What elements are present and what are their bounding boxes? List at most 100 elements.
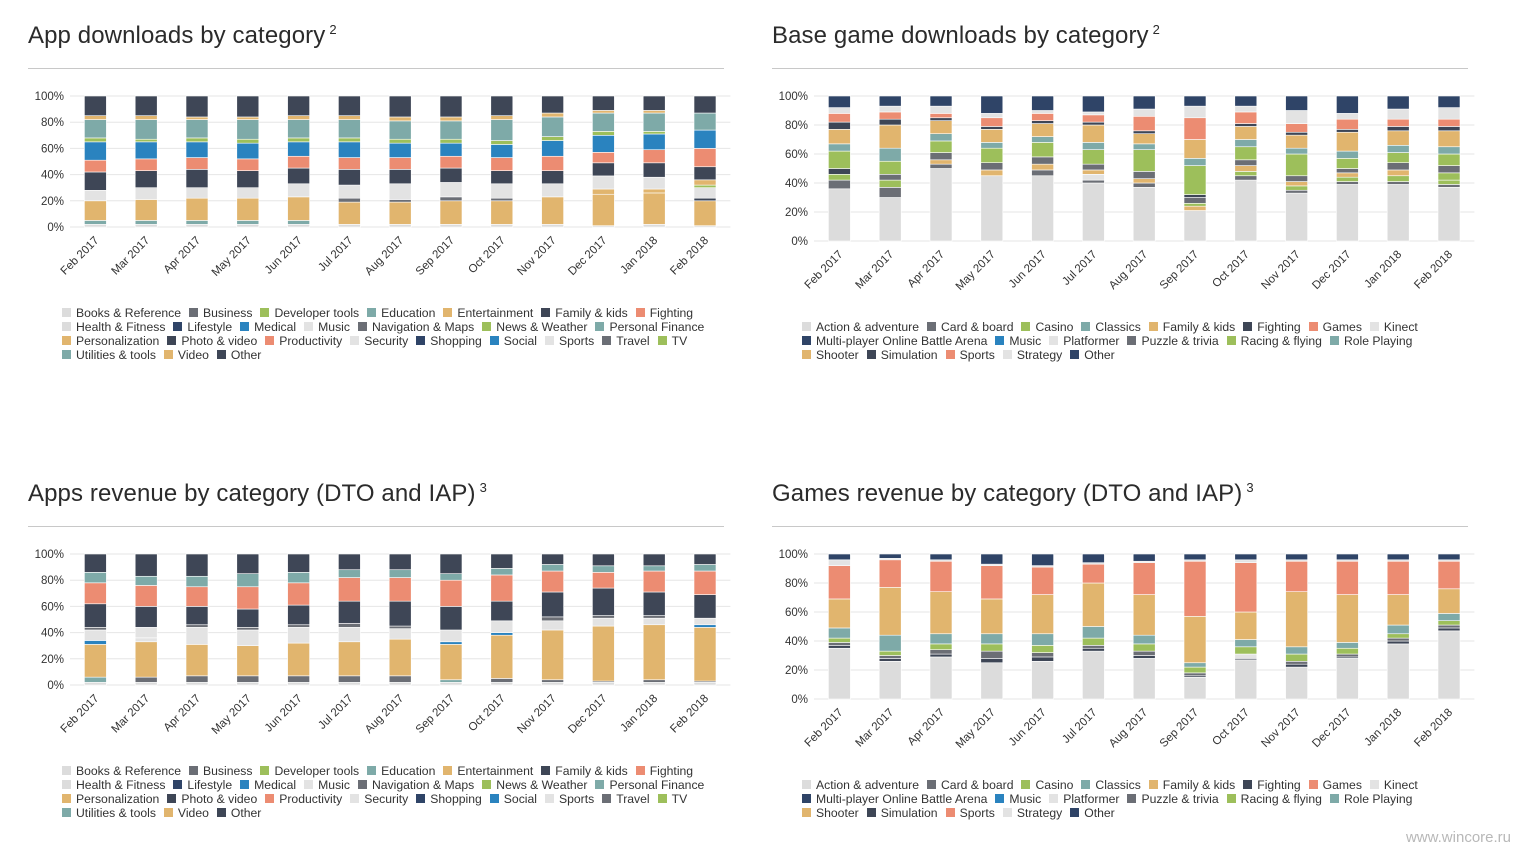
legend-item[interactable]: Sports xyxy=(945,806,995,820)
bar-oct-2017[interactable] xyxy=(490,553,514,686)
legend-item[interactable]: Strategy xyxy=(1002,806,1062,820)
bar-apr-2017[interactable] xyxy=(185,553,209,686)
bar-aug-2017[interactable] xyxy=(388,95,412,228)
bar-dec-2017[interactable] xyxy=(1336,553,1359,700)
legend-item[interactable]: Shooter xyxy=(802,806,859,820)
legend-item[interactable]: News & Weather xyxy=(482,320,587,334)
legend-item[interactable]: Music xyxy=(304,778,350,792)
bar-jun-2017[interactable] xyxy=(287,95,310,228)
bar-jul-2017[interactable] xyxy=(1082,553,1105,700)
legend-item[interactable]: Health & Fitness xyxy=(62,778,165,792)
bar-oct-2017[interactable] xyxy=(1234,95,1258,242)
legend-item[interactable]: Racing & flying xyxy=(1226,334,1322,348)
bar-mar-2017[interactable] xyxy=(878,553,902,700)
bar-jun-2017[interactable] xyxy=(1031,95,1054,242)
legend-item[interactable]: Navigation & Maps xyxy=(357,778,474,792)
legend-item[interactable]: Music xyxy=(995,334,1041,348)
bar-feb-2018[interactable] xyxy=(1437,553,1461,700)
bar-jul-2017[interactable] xyxy=(1082,95,1105,242)
bar-feb-2017[interactable] xyxy=(84,553,107,686)
legend-item[interactable]: Personalization xyxy=(62,334,159,348)
bar-feb-2017[interactable] xyxy=(828,95,851,242)
legend-item[interactable]: Casino xyxy=(1021,320,1073,334)
legend-item[interactable]: Navigation & Maps xyxy=(357,320,474,334)
legend-item[interactable]: Action & adventure xyxy=(802,320,919,334)
legend-item[interactable]: Shopping xyxy=(416,334,482,348)
legend-item[interactable]: Lifestyle xyxy=(173,320,232,334)
bar-may-2017[interactable] xyxy=(236,553,260,686)
legend-item[interactable]: Social xyxy=(489,334,537,348)
legend-item[interactable]: Kinect xyxy=(1369,778,1418,792)
bar-feb-2018[interactable] xyxy=(693,553,717,686)
legend-item[interactable]: Travel xyxy=(602,334,650,348)
bar-feb-2018[interactable] xyxy=(1437,95,1461,242)
bar-jul-2017[interactable] xyxy=(338,553,361,686)
legend-item[interactable]: Family & kids xyxy=(1148,320,1235,334)
legend-item[interactable]: Family & kids xyxy=(541,764,628,778)
legend-item[interactable]: Platformer xyxy=(1049,792,1119,806)
legend-item[interactable]: Other xyxy=(1070,806,1115,820)
bar-jun-2017[interactable] xyxy=(1031,553,1054,700)
legend-item[interactable]: Puzzle & trivia xyxy=(1127,792,1219,806)
legend-item[interactable]: Other xyxy=(216,348,261,362)
bar-nov-2017[interactable] xyxy=(541,95,564,228)
legend-item[interactable]: Sports xyxy=(544,334,594,348)
legend-item[interactable]: Books & Reference xyxy=(62,764,181,778)
bar-nov-2017[interactable] xyxy=(541,553,564,686)
legend-item[interactable]: Role Playing xyxy=(1329,334,1412,348)
legend-item[interactable]: Music xyxy=(995,792,1041,806)
legend-item[interactable]: Multi-player Online Battle Arena xyxy=(802,792,987,806)
legend-item[interactable]: Developer tools xyxy=(260,306,359,320)
legend-item[interactable]: Education xyxy=(367,306,435,320)
legend-item[interactable]: Other xyxy=(216,806,261,820)
legend-item[interactable]: Education xyxy=(367,764,435,778)
bar-feb-2018[interactable] xyxy=(693,95,717,228)
bar-aug-2017[interactable] xyxy=(1132,553,1156,700)
legend-item[interactable]: Medical xyxy=(240,778,296,792)
bar-mar-2017[interactable] xyxy=(134,95,158,228)
bar-mar-2017[interactable] xyxy=(134,553,158,686)
legend-item[interactable]: Card & board xyxy=(926,320,1013,334)
legend-item[interactable]: Card & board xyxy=(926,778,1013,792)
legend-item[interactable]: Multi-player Online Battle Arena xyxy=(802,334,987,348)
bar-jul-2017[interactable] xyxy=(338,95,361,228)
bar-sep-2017[interactable] xyxy=(439,95,463,228)
bar-may-2017[interactable] xyxy=(980,553,1004,700)
legend-item[interactable]: Platformer xyxy=(1049,334,1119,348)
legend-item[interactable]: Fighting xyxy=(635,306,693,320)
bar-jan-2018[interactable] xyxy=(642,95,666,228)
bar-apr-2017[interactable] xyxy=(929,95,953,242)
legend-item[interactable]: Video xyxy=(163,806,209,820)
legend-item[interactable]: Racing & flying xyxy=(1226,792,1322,806)
bar-feb-2017[interactable] xyxy=(84,95,107,228)
bar-may-2017[interactable] xyxy=(236,95,260,228)
legend-item[interactable]: Other xyxy=(1070,348,1115,362)
legend-item[interactable]: Business xyxy=(189,306,252,320)
legend-item[interactable]: Action & adventure xyxy=(802,778,919,792)
legend-item[interactable]: Fighting xyxy=(635,764,693,778)
legend-item[interactable]: Games xyxy=(1308,778,1362,792)
legend-item[interactable]: Strategy xyxy=(1002,348,1062,362)
bar-jan-2018[interactable] xyxy=(1386,553,1410,700)
bar-oct-2017[interactable] xyxy=(1234,553,1258,700)
bar-sep-2017[interactable] xyxy=(1183,95,1207,242)
legend-item[interactable]: Fighting xyxy=(1243,778,1301,792)
legend-item[interactable]: Personal Finance xyxy=(595,320,704,334)
legend-item[interactable]: Family & kids xyxy=(1148,778,1235,792)
legend-item[interactable]: Classics xyxy=(1081,320,1141,334)
legend-item[interactable]: Video xyxy=(163,348,209,362)
legend-item[interactable]: Personal Finance xyxy=(595,778,704,792)
bar-nov-2017[interactable] xyxy=(1285,553,1308,700)
legend-item[interactable]: TV xyxy=(657,792,687,806)
bar-nov-2017[interactable] xyxy=(1285,95,1308,242)
bar-may-2017[interactable] xyxy=(980,95,1004,242)
legend-item[interactable]: Games xyxy=(1308,320,1362,334)
legend-item[interactable]: Music xyxy=(304,320,350,334)
legend-item[interactable]: TV xyxy=(657,334,687,348)
bar-aug-2017[interactable] xyxy=(388,553,412,686)
bar-mar-2017[interactable] xyxy=(878,95,902,242)
legend-item[interactable]: Utilities & tools xyxy=(62,806,156,820)
legend-item[interactable]: Classics xyxy=(1081,778,1141,792)
legend-item[interactable]: Simulation xyxy=(866,806,938,820)
legend-item[interactable]: Sports xyxy=(544,792,594,806)
